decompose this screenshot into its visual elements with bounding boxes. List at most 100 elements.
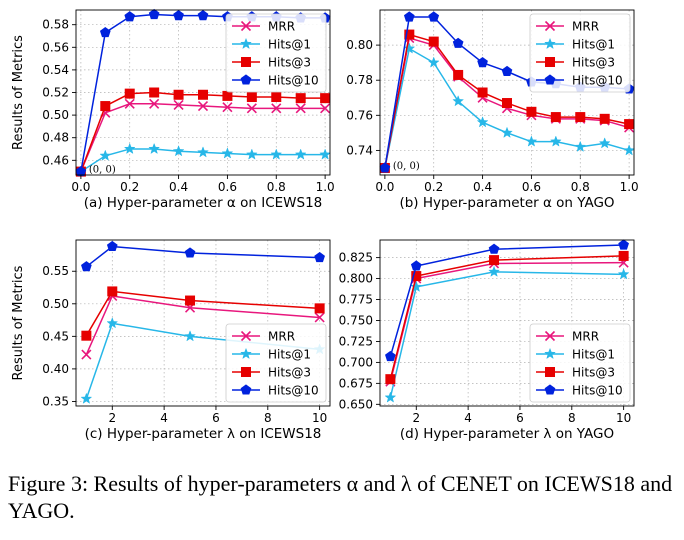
- legend-box: [529, 13, 631, 93]
- data-point-hits-3: [107, 286, 118, 297]
- data-point-hits-3: [575, 112, 586, 123]
- chart-panel-3: 2 4 6 8 10 0.35 0.40 0.45 0.50 0.55 Results of Met…: [11, 239, 331, 442]
- data-point-hits-3: [618, 250, 629, 261]
- y-tick-label: 0.80: [346, 38, 373, 52]
- data-point-hits-1: [549, 135, 562, 147]
- x-tick-label: 8: [568, 411, 576, 425]
- x-tick-label: 6: [212, 411, 220, 425]
- data-point-mrr: [222, 102, 233, 113]
- data-point-hits-3: [624, 119, 635, 130]
- data-point-mrr: [271, 103, 282, 114]
- data-point-hits-1: [221, 147, 234, 159]
- x-tick-label: 0.4: [169, 180, 188, 194]
- chart-panel-1: 0.0 0.2 0.4 0.6 0.8 1.0 0.46 0.48 0.50 0.52 0.54 0.…: [11, 8, 335, 211]
- x-tick-label: 0.4: [473, 180, 492, 194]
- data-point-hits-10: [501, 65, 513, 76]
- series-line-hits-10: [85, 245, 320, 268]
- data-point-hits-10: [428, 11, 440, 22]
- data-point-hits-1: [452, 95, 465, 107]
- data-point-hits-1: [172, 145, 185, 157]
- legend-label-hits-1: Hits@1: [572, 38, 615, 52]
- legend-label-mrr: MRR: [268, 330, 295, 344]
- data-point-hits-3: [100, 101, 111, 112]
- y-tick-label: 0.78: [346, 73, 373, 87]
- data-point-hits-10: [477, 57, 488, 68]
- x-tick-label: 1.0: [316, 180, 335, 194]
- data-point-hits-1: [476, 116, 489, 128]
- plot-frame: [75, 239, 331, 407]
- data-point-hits-1: [99, 149, 112, 161]
- legend-marker-hits-10: [544, 74, 556, 85]
- y-tick-label: 0.40: [42, 362, 69, 376]
- plot-frame: [379, 239, 635, 407]
- legend-marker-hits-1: [544, 347, 556, 360]
- legend-marker-hits-1: [240, 37, 252, 50]
- x-tick-label: 6: [516, 411, 524, 425]
- data-point-mrr: [314, 312, 325, 323]
- data-point-hits-1: [270, 148, 283, 160]
- data-point-hits-3: [295, 93, 306, 104]
- y-tick-label: 0.675: [339, 376, 373, 390]
- y-tick-label: 0.750: [339, 313, 373, 327]
- x-tick-label: 0.8: [571, 180, 590, 194]
- data-point-hits-10: [314, 251, 325, 263]
- y-tick-label: 0.56: [42, 40, 69, 54]
- data-point-mrr: [246, 103, 257, 114]
- legend-marker-mrr: [544, 330, 556, 342]
- series-line-hits-10: [389, 244, 624, 357]
- y-tick-label: 0.775: [339, 293, 373, 307]
- data-point-hits-3: [173, 89, 184, 100]
- origin-annotation: (0, 0): [393, 161, 420, 172]
- data-point-hits-1: [148, 142, 161, 155]
- data-point-hits-1: [106, 317, 119, 329]
- y-tick-label: 0.58: [42, 18, 69, 32]
- series-line-hits-3: [389, 255, 624, 380]
- data-point-hits-10: [148, 8, 160, 20]
- chart-panel-4: 2 4 6 8 10 0.650 0.675 0.700 0.725 0.750 0.775 0.80…: [339, 239, 635, 442]
- origin-annotation: (0, 0): [89, 165, 116, 176]
- legend-box: [225, 13, 327, 93]
- data-point-hits-3: [411, 271, 422, 282]
- panel-title: (b) Hyper-parameter α on YAGO: [399, 195, 614, 211]
- series-line-hits-3: [85, 290, 320, 337]
- data-point-hits-3: [149, 87, 160, 98]
- data-point-hits-1: [319, 148, 332, 160]
- legend-marker-hits-1: [240, 347, 252, 360]
- data-point-hits-3: [453, 69, 464, 80]
- data-point-hits-1: [410, 280, 423, 292]
- y-tick-label: 0.50: [42, 297, 69, 311]
- x-tick-label: 4: [160, 411, 168, 425]
- data-point-hits-1: [525, 135, 538, 147]
- figure-caption: Figure 3: Results of hyper-parameters α …: [8, 471, 673, 523]
- y-axis-label: Results of Metrics: [11, 265, 26, 380]
- legend-label-hits-3: Hits@3: [268, 56, 311, 70]
- legend: MRR Hits@1 Hits@3 Hits@10: [225, 323, 327, 403]
- panel-title: (d) Hyper-parameter λ on YAGO: [400, 426, 614, 442]
- data-point-hits-3: [385, 374, 396, 385]
- data-point-hits-10: [197, 10, 209, 21]
- legend-label-hits-10: Hits@10: [268, 384, 319, 398]
- data-point-hits-1: [184, 330, 196, 342]
- legend: MRR Hits@1 Hits@3 Hits@10: [529, 323, 631, 403]
- data-point-hits-3: [320, 93, 331, 104]
- x-tick-label: 0.6: [218, 180, 237, 194]
- data-point-hits-10: [124, 11, 136, 22]
- data-point-hits-1: [501, 126, 513, 138]
- data-point-hits-3: [124, 88, 135, 99]
- legend-marker-hits-3: [545, 57, 555, 67]
- data-point-mrr: [197, 100, 209, 112]
- data-point-hits-3: [489, 255, 500, 266]
- y-tick-label: 0.800: [339, 272, 373, 286]
- x-tick-label: 2: [412, 411, 420, 425]
- x-tick-label: 10: [616, 411, 631, 425]
- y-tick-label: 0.50: [42, 108, 69, 122]
- legend-marker-mrr: [240, 330, 252, 342]
- panel-title: (a) Hyper-parameter α on ICEWS18: [84, 195, 323, 211]
- data-point-mrr: [173, 99, 184, 110]
- data-point-mrr: [149, 98, 160, 109]
- y-tick-label: 0.48: [42, 131, 69, 145]
- y-tick-label: 0.825: [339, 251, 373, 265]
- legend-label-hits-1: Hits@1: [268, 348, 311, 362]
- legend: MRR Hits@1 Hits@3 Hits@10: [529, 13, 631, 93]
- data-point-hits-10: [488, 243, 500, 254]
